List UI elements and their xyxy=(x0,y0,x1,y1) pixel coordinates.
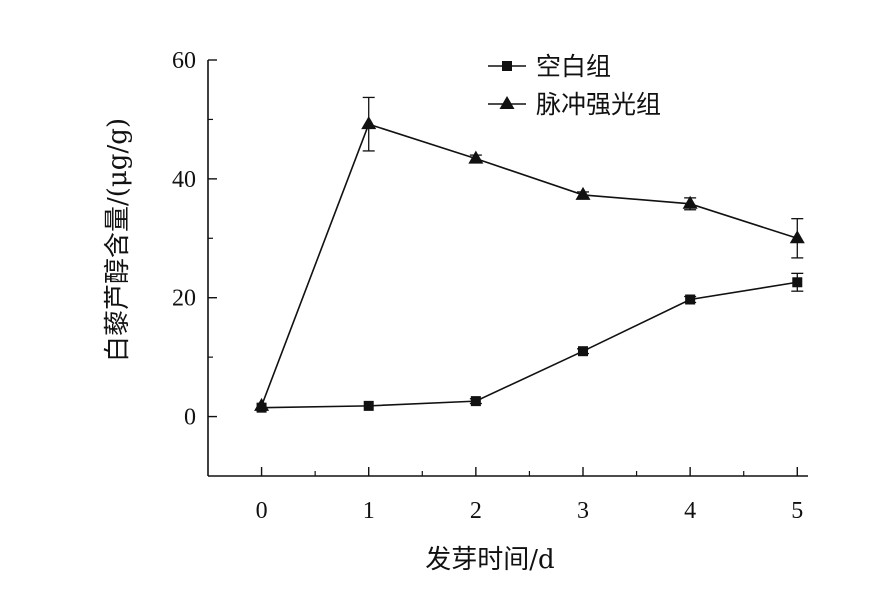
x-tick-label: 3 xyxy=(577,498,589,524)
data-point xyxy=(468,150,484,164)
series-1 xyxy=(256,272,804,413)
y-axis-title: 白藜芦醇含量/(μg/g) xyxy=(103,118,133,362)
series-line xyxy=(260,123,798,407)
data-point xyxy=(470,396,481,407)
legend-label: 空白组 xyxy=(536,52,611,81)
data-point xyxy=(363,400,374,411)
data-point xyxy=(789,230,805,244)
y-tick-label: 60 xyxy=(172,48,196,74)
legend-marker xyxy=(502,61,512,71)
y-tick-label: 20 xyxy=(172,286,196,312)
data-point xyxy=(575,186,591,200)
series-line xyxy=(261,281,798,409)
y-tick-label: 0 xyxy=(184,405,196,431)
legend-entry-1: 空白组 xyxy=(488,52,611,81)
data-point xyxy=(792,277,803,288)
data-point xyxy=(578,346,588,357)
legend-marker xyxy=(499,95,515,109)
y-tick-label: 40 xyxy=(172,167,196,193)
data-point xyxy=(361,116,377,130)
x-tick-label: 4 xyxy=(684,498,696,524)
legend-entry-2: 脉冲强光组 xyxy=(488,90,661,119)
series-layer xyxy=(254,96,805,413)
x-tick-label: 1 xyxy=(363,498,375,524)
x-axis-title: 发芽时间/d xyxy=(425,545,554,575)
x-tick-label: 2 xyxy=(470,498,482,524)
data-point xyxy=(685,294,696,305)
legend-label: 脉冲强光组 xyxy=(536,90,661,119)
x-tick-label: 5 xyxy=(791,498,803,524)
series-2 xyxy=(254,96,805,411)
data-point xyxy=(254,397,270,411)
data-point xyxy=(682,195,698,209)
axes: 0 20 40 60 0 1 2 3 4 5 xyxy=(172,48,808,524)
x-tick-label: 0 xyxy=(256,498,268,524)
